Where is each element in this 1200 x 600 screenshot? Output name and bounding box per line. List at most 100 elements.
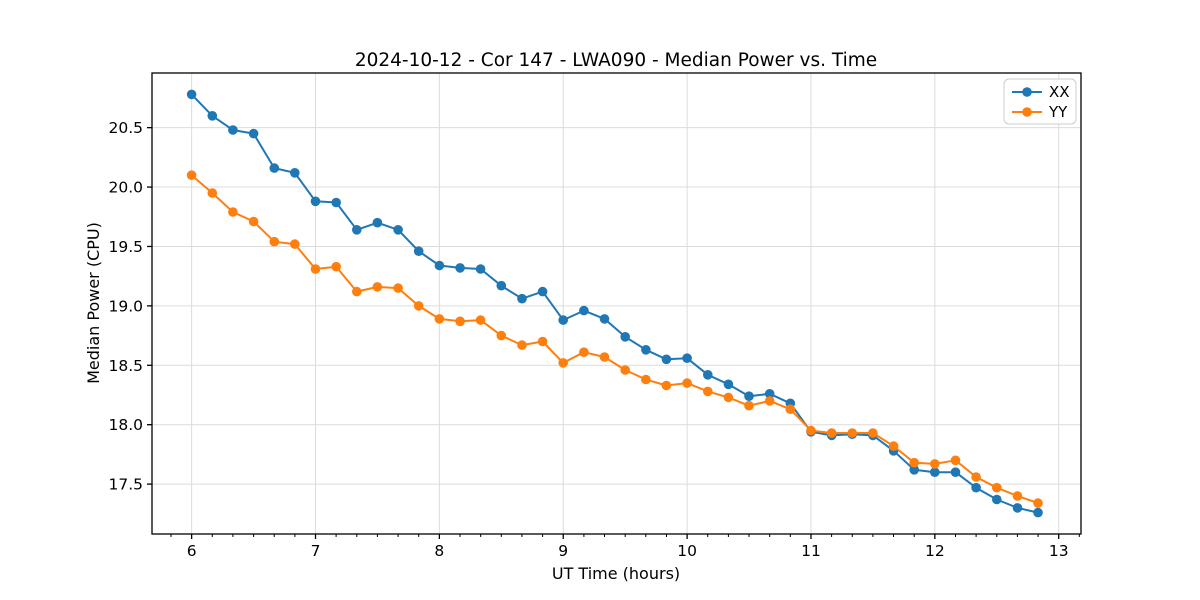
data-point-YY [517,340,527,350]
data-point-XX [248,128,259,139]
data-point-YY [558,358,568,368]
data-point-XX [310,196,321,207]
data-point-XX [496,280,507,291]
data-point-XX [413,246,424,256]
data-point-XX [228,125,238,135]
data-point-YY [393,283,403,293]
data-point-XX [599,314,610,324]
x-axis-label: UT Time (hours) [552,564,680,583]
data-point-XX [930,467,940,478]
legend-marker-YY [1022,107,1032,117]
data-point-YY [186,170,197,180]
data-point-YY [248,216,259,227]
data-point-YY [228,207,238,217]
y-tick-label: 20.5 [108,119,143,137]
data-point-XX [950,467,961,478]
data-point-XX [393,225,403,235]
data-point-YY [909,457,919,468]
data-point-YY [537,336,548,347]
data-point-XX [641,345,651,355]
data-point-XX [764,389,775,399]
data-point-YY [641,374,651,385]
data-point-YY [930,459,940,469]
x-tick-label: 6 [187,542,197,560]
data-point-XX [475,264,486,274]
x-tick-label: 8 [434,542,444,560]
y-tick-label: 19.5 [108,238,143,256]
data-point-XX [723,379,734,390]
legend: XX YY [1003,78,1077,125]
data-point-XX [661,354,672,365]
data-point-YY [413,301,424,311]
series-XX [186,89,1043,518]
data-point-YY [992,482,1002,493]
x-tick-label: 7 [311,542,321,560]
x-tick-label: 12 [925,542,945,560]
data-point-YY [579,347,589,358]
data-point-YY [847,428,857,438]
data-point-YY [868,428,878,438]
data-point-YY [599,352,610,362]
data-point-XX [971,482,981,493]
data-point-YY [661,380,672,391]
data-point-YY [971,472,981,482]
data-point-YY [744,400,754,411]
series-line-YY [190,174,1039,505]
grid-lines [152,73,1081,534]
data-point-YY [826,428,837,438]
data-point-YY [496,330,507,341]
data-point-XX [186,89,197,100]
data-point-YY [269,236,280,247]
data-point-YY [806,425,816,436]
legend-label-XX: XX [1049,83,1070,101]
data-point-XX [207,111,218,121]
series-line-XX [190,93,1039,514]
data-point-XX [992,494,1002,505]
data-point-YY [785,404,796,415]
data-point-YY [950,455,961,466]
data-point-YY [352,286,362,297]
data-point-YY [331,261,342,272]
data-point-YY [310,264,321,274]
data-point-YY [207,188,218,198]
x-tick-label: 10 [677,542,697,560]
data-point-XX [269,163,280,173]
data-point-YY [455,316,465,327]
data-point-XX [517,293,527,304]
data-point-XX [909,465,919,475]
data-point-XX [620,332,630,342]
legend-label-YY: YY [1048,103,1068,121]
data-point-YY [723,392,734,403]
data-point-YY [372,282,383,292]
data-point-YY [703,386,713,397]
data-point-YY [290,239,300,249]
plot-series [186,89,1043,518]
data-point-YY [620,365,630,375]
y-tick-label: 17.5 [108,476,143,494]
data-point-XX [579,305,589,316]
data-point-XX [537,286,548,297]
data-point-YY [682,378,692,388]
y-tick-label: 18.5 [108,357,143,375]
data-point-XX [1012,503,1023,513]
y-tick-label: 20.0 [108,179,143,197]
data-point-XX [455,263,465,273]
y-axis-label: Median Power (CPU) [84,222,103,384]
data-point-YY [1012,491,1023,501]
y-tick-label: 19.0 [108,297,143,315]
data-point-XX [372,217,383,228]
legend-marker-XX [1022,87,1032,97]
data-point-XX [1033,507,1043,518]
data-point-XX [558,315,568,325]
x-tick-label: 9 [558,542,568,560]
data-point-XX [744,391,754,402]
x-tick-label: 13 [1049,542,1069,560]
data-point-YY [888,441,899,451]
series-YY [186,170,1043,508]
y-tick-label: 18.0 [108,416,143,434]
x-tick-label: 11 [801,542,821,560]
data-point-XX [290,168,300,178]
chart-title: 2024-10-12 - Cor 147 - LWA090 - Median P… [355,50,877,71]
axes: 6 7 8 9 10 11 12 13 17.5 18.0 18.5 19.0 19.5 20.0 20.5 [108,72,1082,560]
